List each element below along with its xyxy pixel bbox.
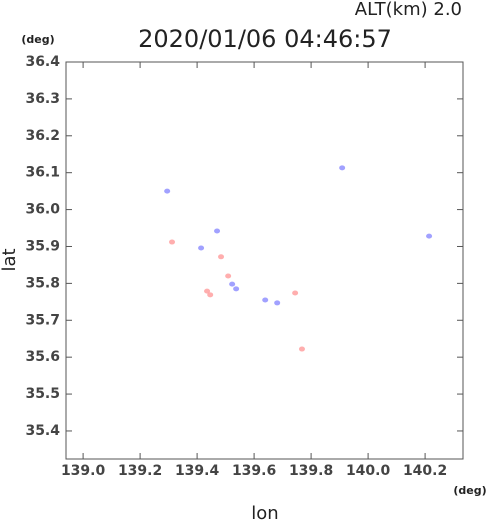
point [198, 245, 205, 251]
point [292, 290, 299, 296]
x-axis-label: lon [251, 503, 278, 521]
subtitle: ALT(km) 2.0 [355, 0, 462, 20]
x-tick-label: 139.4 [175, 463, 220, 479]
x-tick-label: 139.6 [232, 463, 276, 479]
x-tick-label: 139.8 [289, 463, 333, 479]
chart-title: 2020/01/06 04:46:57 [138, 25, 392, 53]
y-tick-label: 36.3 [25, 91, 60, 107]
point [225, 273, 232, 279]
point [218, 254, 225, 260]
point [274, 300, 281, 306]
point [339, 165, 346, 171]
x-unit: (deg) [453, 484, 486, 497]
y-axis-label: lat [0, 248, 20, 271]
point [229, 281, 236, 287]
point [169, 239, 176, 245]
y-tick-label: 35.8 [25, 275, 60, 291]
point [164, 188, 171, 194]
x-tick-label: 139.0 [61, 463, 106, 479]
y-unit: (deg) [21, 33, 54, 46]
point [262, 297, 269, 303]
point [204, 288, 211, 294]
point [298, 346, 305, 352]
point [426, 233, 433, 239]
y-tick-label: 35.6 [25, 349, 60, 365]
y-tick-label: 36.4 [25, 54, 60, 70]
y-tick-label: 35.4 [25, 423, 60, 439]
y-tick-label: 35.9 [25, 238, 60, 254]
y-tick-label: 35.5 [25, 386, 60, 402]
x-tick-label: 140.2 [403, 463, 447, 479]
point [214, 228, 221, 234]
y-tick-label: 36.0 [25, 202, 60, 218]
x-tick-label: 140.0 [346, 463, 391, 479]
point [233, 286, 240, 292]
y-tick-label: 36.1 [25, 165, 60, 181]
x-tick-label: 139.2 [118, 463, 162, 479]
y-tick-label: 36.2 [25, 128, 60, 144]
y-tick-label: 35.7 [25, 312, 60, 328]
point [207, 292, 214, 298]
plot-frame [65, 61, 464, 460]
